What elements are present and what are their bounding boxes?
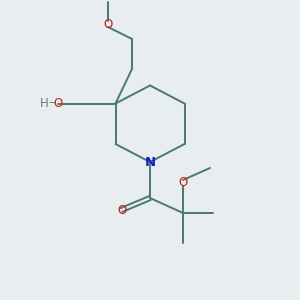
Text: H: H bbox=[40, 97, 49, 110]
Text: –: – bbox=[48, 96, 55, 109]
Text: O: O bbox=[53, 97, 62, 110]
Text: N: N bbox=[144, 155, 156, 169]
Text: O: O bbox=[178, 176, 188, 190]
Text: O: O bbox=[117, 203, 126, 217]
Text: O: O bbox=[103, 17, 112, 31]
